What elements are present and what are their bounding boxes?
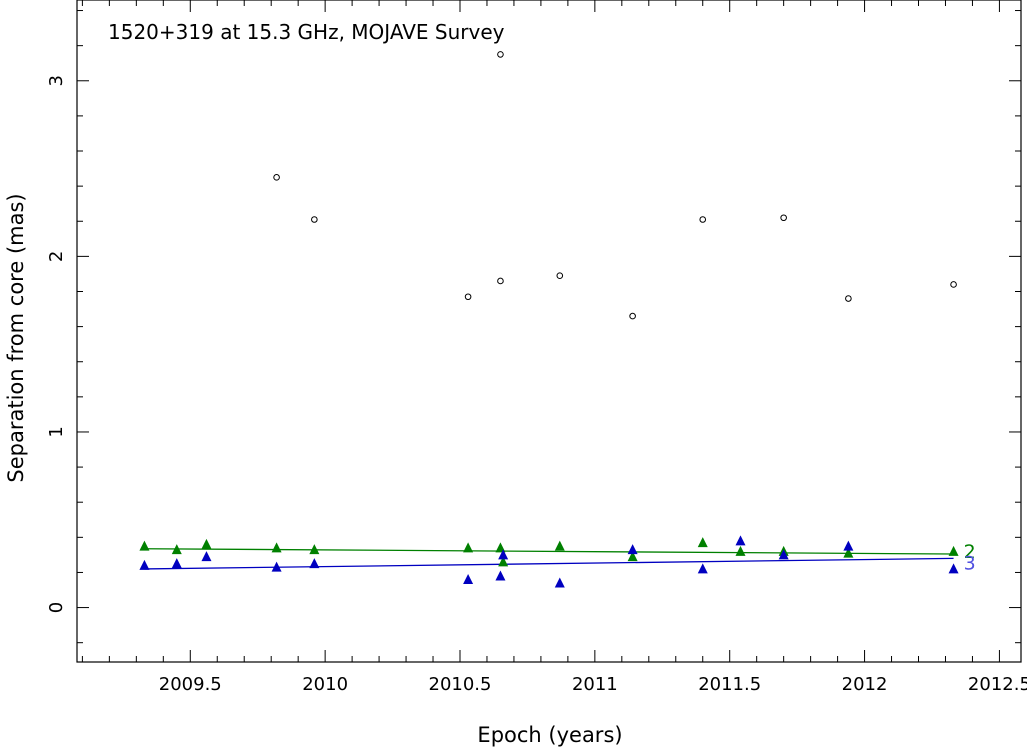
point-component-3	[778, 549, 789, 560]
x-tick-label: 2012.5	[968, 674, 1027, 695]
fit-line-3	[144, 557, 954, 570]
x-tick-label: 2011	[572, 674, 618, 695]
y-axis-label: Separation from core (mas)	[4, 193, 28, 482]
point-component-3	[697, 563, 708, 574]
x-tick-label: 2010.5	[429, 674, 492, 695]
point-component-2	[495, 542, 506, 553]
fit-lines	[144, 548, 954, 570]
point-unassigned	[629, 312, 636, 320]
point-unassigned	[845, 295, 852, 302]
fit-label-2: 2	[964, 541, 976, 563]
point-component-3	[271, 561, 282, 572]
point-component-2	[697, 537, 708, 548]
plot-frame	[76, 0, 1022, 663]
point-unassigned	[497, 277, 504, 285]
fit-line-2	[144, 548, 954, 555]
x-tick-label: 2010	[302, 674, 348, 695]
point-component-2	[463, 542, 474, 553]
point-component-2	[271, 542, 282, 553]
point-unassigned	[950, 281, 957, 288]
x-tick-label: 2009.5	[159, 674, 222, 695]
point-component-2	[948, 545, 959, 556]
fit-label-3: 3	[964, 552, 976, 574]
y-axis-ticks	[77, 10, 1021, 644]
point-unassigned	[464, 293, 472, 301]
point-component-2	[309, 544, 320, 555]
point-unassigned	[273, 174, 280, 181]
point-component-3	[309, 558, 320, 569]
x-axis-ticks	[81, 0, 1000, 662]
point-component-2	[554, 540, 565, 551]
point-unassigned	[311, 216, 318, 223]
data-points	[139, 51, 959, 588]
point-unassigned	[497, 51, 504, 58]
point-component-3	[495, 570, 506, 581]
point-component-3	[948, 563, 959, 574]
point-unassigned	[556, 272, 564, 279]
point-component-3	[463, 573, 474, 584]
x-axis-tick-labels: 2009.5 2010 2010.5 2011 2011.5 2012 2012.5	[159, 674, 1027, 695]
point-component-2	[627, 551, 638, 562]
y-tick-label: 2	[46, 251, 67, 262]
point-unassigned	[699, 216, 707, 223]
point-component-2	[201, 538, 212, 549]
point-component-2	[498, 556, 509, 567]
y-axis-tick-labels: 0 1 2 3	[46, 75, 67, 613]
fit-labels: 23	[964, 541, 976, 574]
x-tick-label: 2011.5	[698, 674, 761, 695]
y-tick-label: 3	[46, 75, 67, 86]
y-tick-label: 1	[46, 426, 67, 437]
y-tick-label: 0	[46, 602, 67, 613]
point-unassigned	[780, 214, 787, 222]
point-component-3	[498, 549, 509, 560]
point-component-3	[201, 551, 212, 562]
x-tick-label: 2012	[842, 674, 888, 695]
point-component-2	[139, 540, 150, 551]
point-component-3	[843, 540, 854, 551]
point-component-2	[735, 545, 746, 556]
chart-title: 1520+319 at 15.3 GHz, MOJAVE Survey	[108, 20, 505, 44]
point-component-3	[171, 558, 182, 569]
point-component-2	[171, 544, 182, 555]
point-component-2	[843, 547, 854, 558]
point-component-3	[735, 535, 746, 546]
point-component-3	[627, 544, 638, 555]
x-axis-label: Epoch (years)	[477, 723, 622, 747]
point-component-3	[139, 559, 150, 570]
point-component-3	[554, 577, 565, 588]
